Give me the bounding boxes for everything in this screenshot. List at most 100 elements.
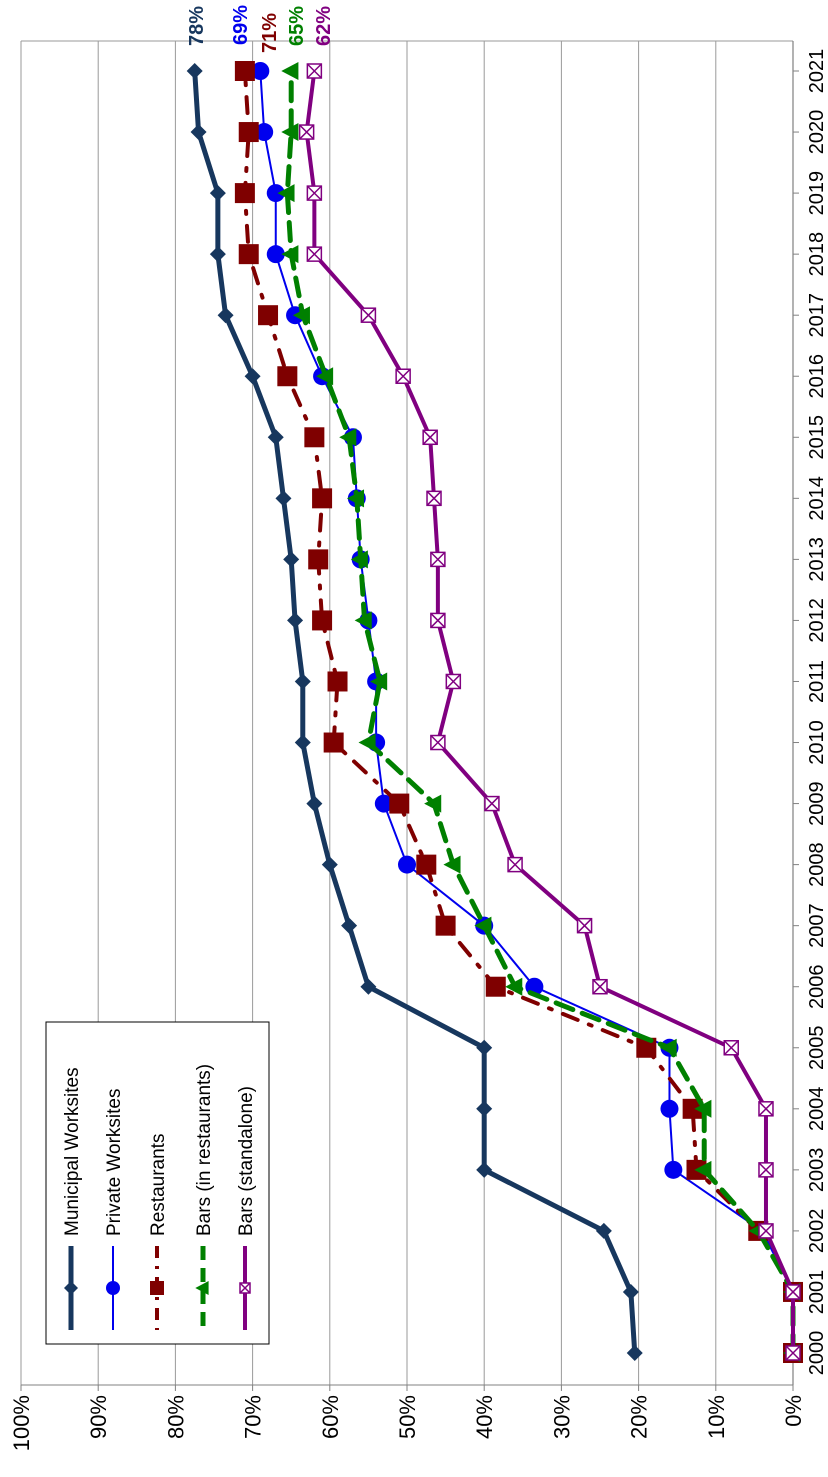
data-point bbox=[622, 1283, 639, 1300]
data-point bbox=[186, 63, 203, 79]
data-point bbox=[664, 1160, 683, 1179]
end-label: 62% bbox=[313, 6, 335, 46]
data-point bbox=[430, 734, 446, 751]
percent-tick-label: 70% bbox=[241, 1395, 266, 1439]
data-point bbox=[266, 184, 285, 203]
marker-x bbox=[430, 734, 446, 751]
data-point bbox=[308, 549, 329, 570]
data-point bbox=[209, 185, 226, 202]
data-point bbox=[484, 795, 500, 812]
year-tick-label: 2020 bbox=[806, 110, 828, 155]
percent-tick-label: 0% bbox=[781, 1395, 806, 1427]
marker-x bbox=[430, 612, 446, 628]
data-point bbox=[785, 1284, 801, 1300]
series-line bbox=[304, 69, 795, 1355]
data-point bbox=[277, 366, 298, 387]
legend-item: Restaurants bbox=[148, 1134, 169, 1330]
legend-marker bbox=[64, 1281, 78, 1295]
percent-tick-labels: 0% 10% 20% 30% 40% 50% 60% 70% 80% 90% 100% bbox=[9, 1395, 806, 1451]
data-point bbox=[304, 427, 325, 448]
percent-tick-label: 20% bbox=[627, 1395, 652, 1439]
year-tick-label: 2005 bbox=[806, 1026, 828, 1071]
data-point bbox=[576, 917, 593, 934]
data-point bbox=[758, 1223, 774, 1239]
legend-marker bbox=[239, 1282, 251, 1294]
marker-x bbox=[592, 979, 608, 995]
marker-x bbox=[723, 1040, 739, 1056]
marker-x bbox=[758, 1162, 774, 1178]
data-point bbox=[312, 610, 333, 631]
series-line bbox=[284, 68, 796, 1356]
legend-label: Restaurants bbox=[148, 1134, 169, 1236]
data-point bbox=[485, 976, 506, 997]
data-point bbox=[354, 611, 372, 630]
data-point bbox=[476, 1039, 493, 1056]
percent-tick-label: 100% bbox=[9, 1395, 34, 1451]
data-point bbox=[723, 1040, 739, 1056]
data-point bbox=[422, 429, 438, 446]
marker-x bbox=[306, 246, 322, 262]
data-point bbox=[626, 1345, 643, 1361]
year-tick-labels: 2000 2001 2002 2003 2004 2005 2006 2007 2008 2009… bbox=[806, 49, 828, 1376]
legend-item: Bars (in restaurants) bbox=[194, 1064, 215, 1330]
data-point bbox=[660, 1099, 679, 1118]
year-tick-label: 2018 bbox=[806, 232, 828, 277]
data-point bbox=[294, 734, 311, 751]
series-bars-in-restaurants- bbox=[277, 62, 801, 1362]
marker-x bbox=[785, 1345, 801, 1361]
data-point bbox=[430, 551, 446, 568]
data-point bbox=[306, 246, 323, 262]
percent-tick-label: 60% bbox=[318, 1395, 343, 1439]
data-point bbox=[445, 673, 462, 690]
data-point bbox=[312, 488, 333, 509]
data-point bbox=[209, 246, 226, 263]
end-label: 71% bbox=[259, 13, 281, 53]
legend-label: Bars (standalone) bbox=[236, 1086, 257, 1236]
year-tick-label: 2014 bbox=[806, 476, 828, 521]
data-point bbox=[694, 1160, 712, 1179]
marker-x bbox=[422, 429, 438, 445]
data-point bbox=[267, 429, 284, 446]
series-layer bbox=[186, 61, 803, 1363]
legend-marker bbox=[106, 1281, 120, 1295]
end-label: 78% bbox=[186, 6, 208, 46]
data-point bbox=[277, 184, 295, 203]
series-line bbox=[242, 69, 795, 1355]
data-point bbox=[758, 1101, 774, 1117]
marker-x bbox=[507, 857, 523, 873]
data-point bbox=[595, 1222, 612, 1239]
marker-x bbox=[239, 1282, 251, 1294]
year-tick-label: 2012 bbox=[806, 598, 828, 643]
marker-x bbox=[445, 673, 461, 690]
legend-label: Private Worksites bbox=[104, 1089, 125, 1236]
data-point bbox=[424, 794, 442, 813]
axes bbox=[20, 40, 799, 1391]
percent-tick-label: 80% bbox=[163, 1395, 188, 1439]
data-point bbox=[435, 915, 456, 936]
data-point bbox=[283, 551, 300, 568]
year-tick-label: 2016 bbox=[806, 354, 828, 399]
legend-item: Bars (standalone) bbox=[236, 1086, 257, 1330]
data-point bbox=[694, 1099, 712, 1118]
data-point bbox=[346, 489, 365, 508]
data-point bbox=[275, 490, 292, 507]
data-point bbox=[244, 368, 261, 385]
data-point bbox=[758, 1162, 774, 1178]
year-tick-label: 2008 bbox=[806, 842, 828, 887]
data-point bbox=[370, 672, 388, 691]
year-tick-label: 2017 bbox=[806, 293, 828, 338]
year-tick-label: 2001 bbox=[806, 1270, 828, 1315]
data-point bbox=[476, 1100, 493, 1117]
data-point bbox=[350, 550, 368, 569]
marker-x bbox=[299, 124, 315, 140]
data-point bbox=[258, 305, 279, 326]
data-point bbox=[294, 673, 311, 690]
data-point bbox=[785, 1345, 801, 1361]
year-tick-label: 2019 bbox=[806, 171, 828, 216]
data-point bbox=[505, 977, 523, 996]
percent-tick-label: 90% bbox=[86, 1395, 111, 1439]
year-tick-label: 2010 bbox=[806, 720, 828, 765]
data-point bbox=[416, 854, 437, 875]
year-tick-label: 2021 bbox=[806, 49, 828, 94]
